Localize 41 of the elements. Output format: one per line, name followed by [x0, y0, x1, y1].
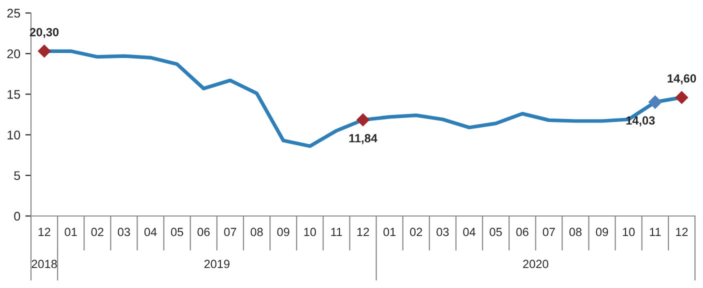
y-tick-label: 5: [14, 171, 20, 180]
x-tick-label: 10: [622, 228, 635, 236]
x-tick-label: 05: [490, 228, 502, 236]
data-label: 11,84: [349, 134, 378, 144]
x-tick-label: 06: [516, 228, 528, 236]
x-tick-label: 12: [676, 228, 688, 236]
text: 2020: [523, 260, 548, 268]
x-tick-label: 01: [383, 228, 396, 236]
y-tick-label: 10: [8, 130, 20, 140]
x-tick-label: 10: [304, 228, 316, 236]
x-tick-label: 01: [64, 228, 77, 236]
x-tick-label: 02: [91, 228, 104, 236]
x-tick-label: 08: [569, 228, 582, 236]
y-tick-label: 20: [7, 49, 20, 58]
x-tick-label: 05: [170, 228, 184, 236]
x-tick-label: 12: [357, 228, 369, 236]
text: 2018: [32, 260, 57, 268]
point: [675, 91, 688, 104]
point: [38, 44, 51, 58]
x-tick-label: 03: [436, 228, 449, 236]
data-label: 14,60: [668, 74, 696, 84]
y-tick-label: 0: [14, 212, 20, 221]
x-tick-label: 07: [542, 228, 555, 236]
x-tick-label: 07: [224, 228, 236, 236]
point: [356, 113, 370, 126]
x-tick-label: 11: [331, 228, 342, 236]
x-tick-label: 12: [38, 228, 50, 236]
x-tick-label: 06: [198, 228, 210, 236]
x-tick-label: 08: [250, 228, 263, 236]
x-tick-label: 02: [410, 228, 422, 236]
y-tick-label: 15: [8, 90, 20, 99]
x-tick-label: 03: [118, 228, 130, 236]
x-tick-label: 04: [463, 228, 476, 236]
data-label: 20,30: [30, 28, 59, 38]
text: 2019: [204, 260, 230, 268]
data-label: 14,03: [626, 116, 655, 126]
x-tick-label: 09: [277, 228, 290, 236]
x-tick-label: 11: [650, 228, 661, 236]
x-tick-label: 09: [596, 228, 608, 236]
y-tick-label: 25: [7, 8, 20, 18]
x-tick-label: 04: [144, 228, 157, 236]
